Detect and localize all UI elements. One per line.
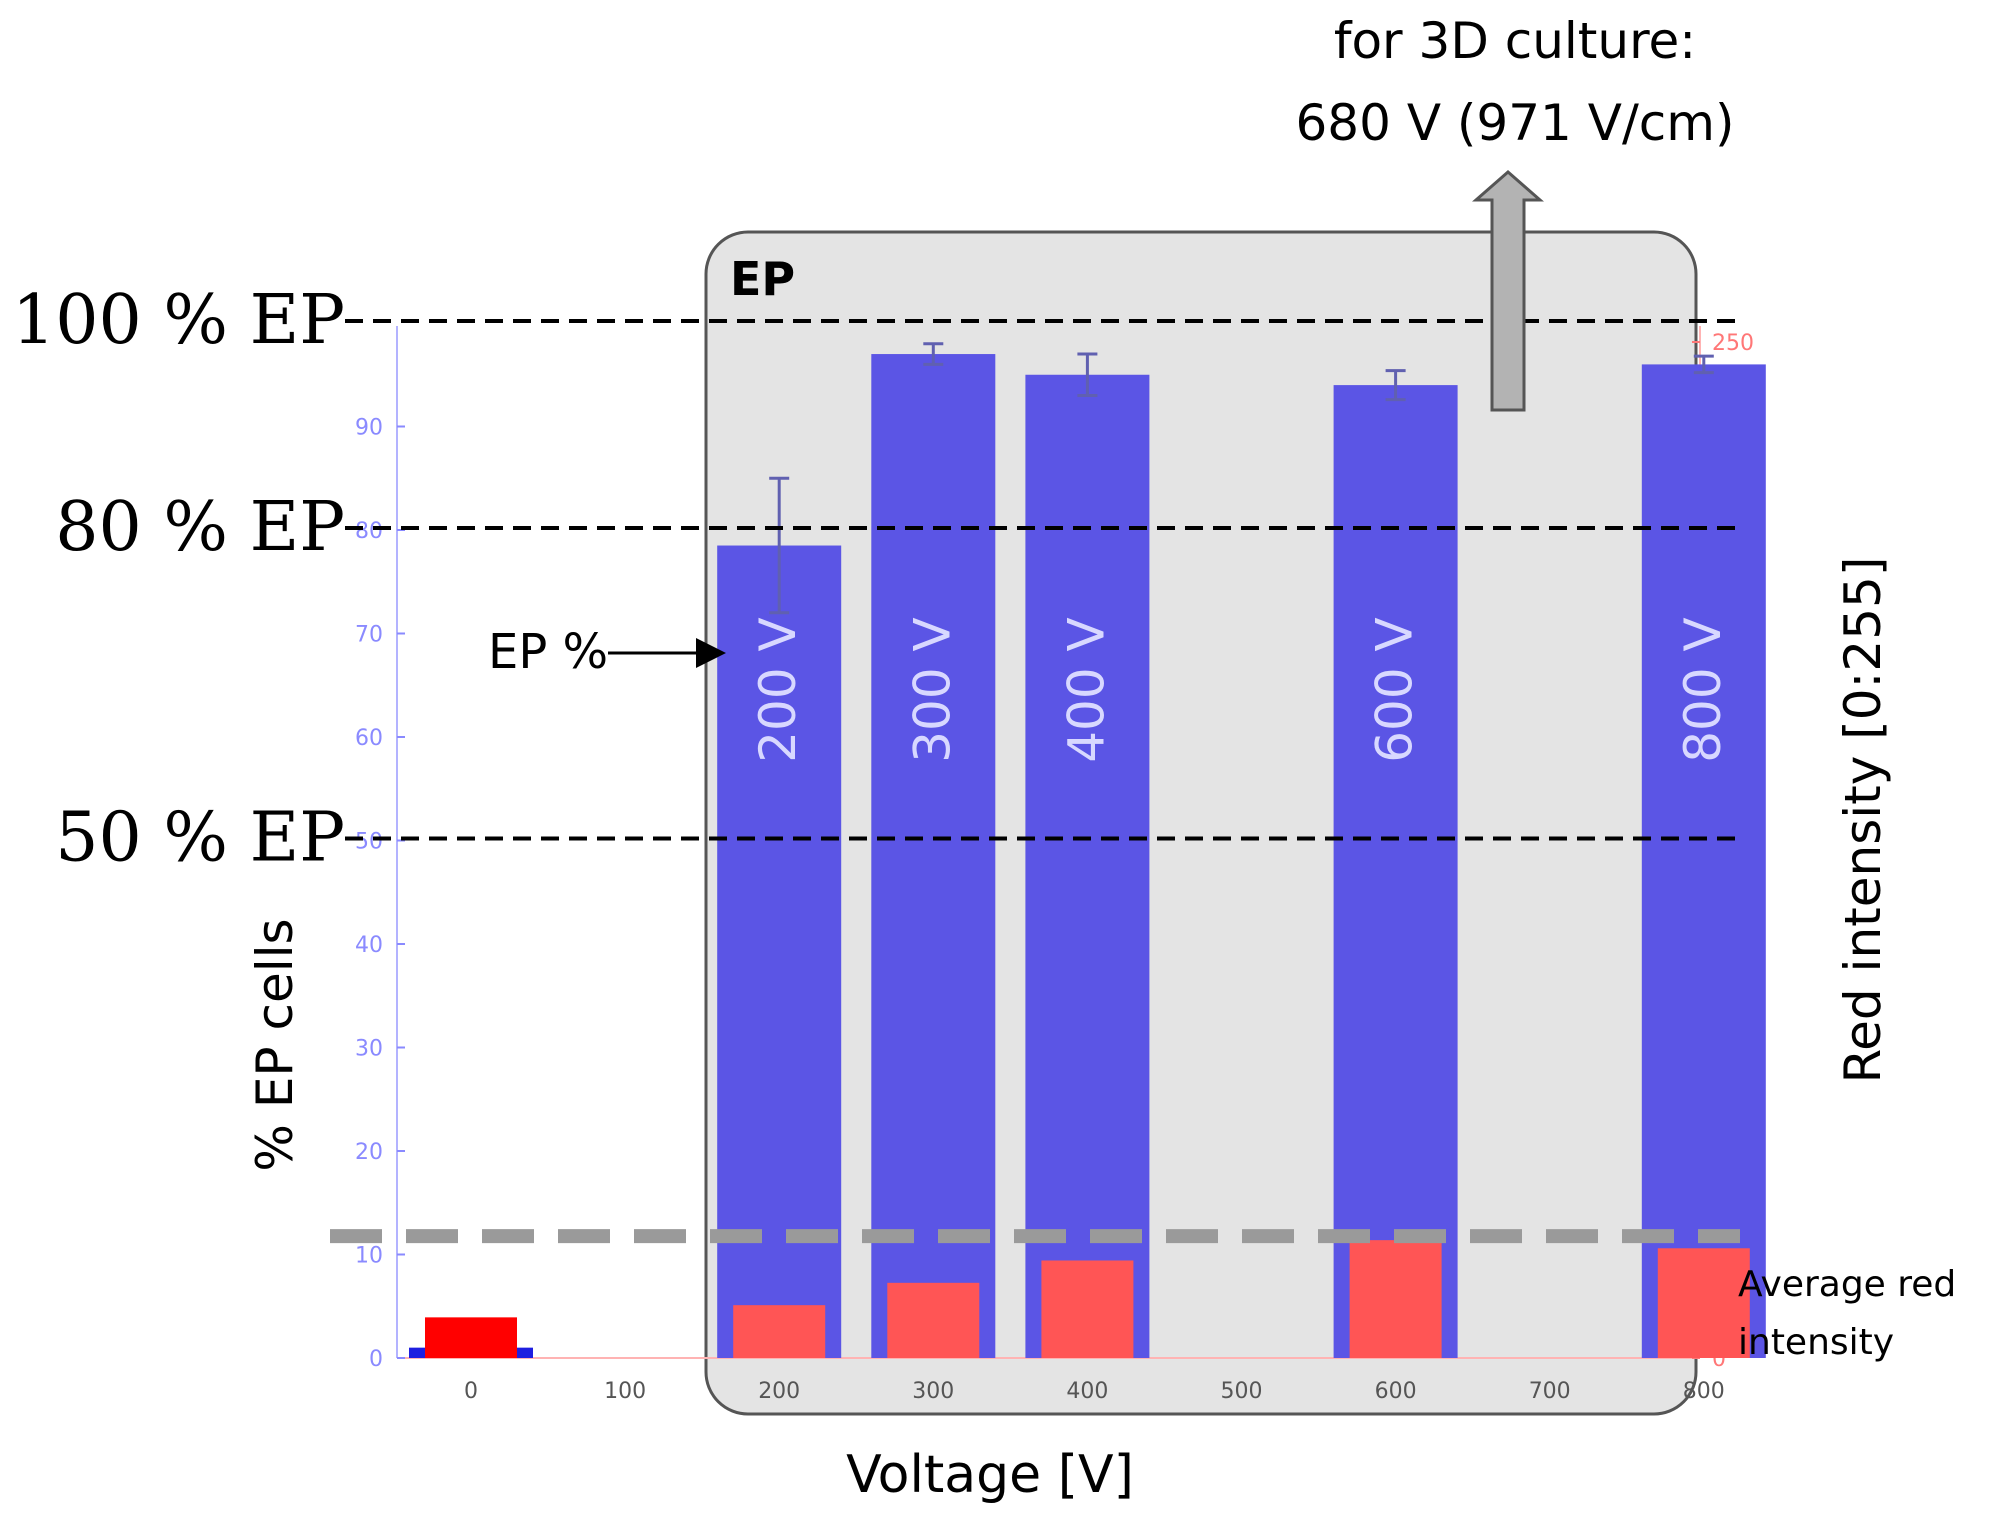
left-tick-label: 10 <box>355 1244 383 1269</box>
ep-bar <box>1025 374 1150 1358</box>
ep-bar <box>1641 364 1766 1358</box>
left-tick-label: 90 <box>355 416 383 441</box>
bar-voltage-label: 800 V <box>1674 617 1732 763</box>
left-tick-label: 20 <box>355 1140 383 1165</box>
x-tick-labels: 0 100 200 300 400 500 600 700 800 <box>464 1379 1725 1404</box>
x-tick-label: 400 <box>1066 1379 1108 1404</box>
right-tick-label: 250 <box>1712 331 1754 356</box>
ep-bars <box>409 354 1766 1359</box>
bar-voltage-label: 200 V <box>749 617 807 763</box>
left-tick-label: 50 <box>355 830 383 855</box>
x-tick-label: 0 <box>464 1379 478 1404</box>
bar-voltage-labels: 200 V 300 V 400 V 600 V 800 V <box>749 617 1732 763</box>
x-tick-label: 800 <box>1683 1379 1725 1404</box>
culture-annotation-line1: for 3D culture: <box>1334 12 1696 70</box>
reference-line-label: 50 % EP <box>55 799 345 878</box>
ep-percent-arrowhead <box>696 638 726 668</box>
left-tick-label: 30 <box>355 1037 383 1062</box>
x-tick-label: 300 <box>912 1379 954 1404</box>
reference-line-label: 80 % EP <box>55 488 345 567</box>
reference-lines: 100 % EP 80 % EP 50 % EP <box>12 281 1740 878</box>
ep-percent-annotation: EP % <box>488 624 608 680</box>
left-tick-label: 40 <box>355 933 383 958</box>
ep-bar <box>1333 385 1458 1359</box>
bar-voltage-label: 600 V <box>1366 617 1424 763</box>
left-tick-label: 0 <box>369 1347 383 1372</box>
y-axis-title: % EP cells <box>246 918 304 1171</box>
x-tick-label: 100 <box>604 1379 646 1404</box>
left-tick-label: 70 <box>355 623 383 648</box>
reference-line-label: 100 % EP <box>12 281 345 360</box>
ep-bar <box>871 354 996 1358</box>
bar-voltage-label: 400 V <box>1057 617 1115 763</box>
ep-bar <box>717 545 842 1358</box>
bar-voltage-label: 300 V <box>903 617 961 763</box>
y2-axis-title: Red intensity [0:255] <box>1834 557 1892 1084</box>
x-tick-label: 600 <box>1375 1379 1417 1404</box>
x-tick-label: 700 <box>1529 1379 1571 1404</box>
red-annotation-line2: intensity <box>1738 1322 1894 1363</box>
red-bar <box>1349 1240 1442 1358</box>
red-bar <box>1041 1260 1134 1358</box>
error-bars <box>769 342 1714 615</box>
red-annotation-line1: Average red <box>1738 1264 1956 1305</box>
left-tick-label: 80 <box>355 519 383 544</box>
culture-annotation-line2: 680 V (971 V/cm) <box>1295 94 1734 152</box>
x-tick-label: 500 <box>1221 1379 1263 1404</box>
ep-region-label: EP <box>730 252 795 306</box>
x-axis-title: Voltage [V] <box>846 1445 1134 1505</box>
red-intensity-bars <box>425 1240 1750 1358</box>
red-bar <box>425 1317 517 1358</box>
culture-up-arrow <box>1472 170 1544 412</box>
red-bar <box>887 1282 980 1358</box>
left-tick-label: 60 <box>355 726 383 751</box>
red-bar <box>1657 1248 1750 1358</box>
red-bar <box>733 1305 826 1358</box>
x-tick-label: 200 <box>758 1379 800 1404</box>
left-tick-labels: 0 10 20 30 40 50 60 70 80 90 <box>355 416 405 1372</box>
